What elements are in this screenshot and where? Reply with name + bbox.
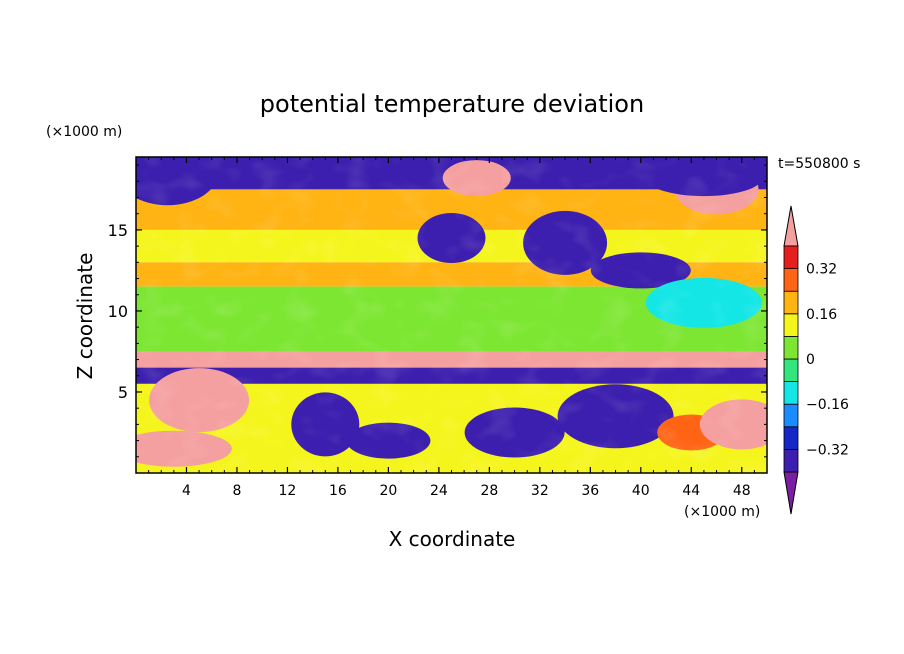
colorbar-tick-label-4: −0.32 [806, 442, 849, 458]
colorbar-tick-label-1: 0.16 [806, 307, 837, 323]
chart-title: potential temperature deviation [260, 90, 644, 118]
y-axis: 5 10 15 [108, 164, 767, 458]
x-tick-label-0: 4 [182, 483, 191, 499]
x-tick-label-11: 48 [733, 483, 751, 499]
colorbar-box-8 [783, 268, 799, 292]
colorbar-tick-label-3: −0.16 [806, 397, 849, 413]
x-tick-label-2: 12 [279, 483, 297, 499]
x-axis-label: X coordinate [389, 527, 516, 551]
x-tick-label-6: 28 [480, 483, 498, 499]
colorbar-box-9 [783, 245, 799, 270]
y-unit-label: (×1000 m) [46, 124, 122, 140]
x-axis: 4 8 12 16 20 24 28 32 36 40 44 48 [148, 157, 755, 499]
x-tick-label-9: 40 [632, 483, 650, 499]
y-tick-label-0: 5 [118, 383, 128, 402]
y-tick-label-1: 10 [108, 302, 128, 321]
colorbar: 0.32 0.16 0 −0.16 −0.32 [783, 205, 849, 515]
x-tick-label-5: 24 [430, 483, 448, 499]
time-label: t=550800 s [778, 156, 860, 172]
x-tick-label-1: 8 [232, 483, 241, 499]
colorbar-box-6 [783, 313, 799, 337]
x-unit-label: (×1000 m) [684, 504, 760, 520]
colorbar-box-0 [783, 448, 799, 473]
x-tick-label-4: 20 [379, 483, 397, 499]
colorbar-box-1 [783, 426, 799, 450]
x-tick-label-8: 36 [581, 483, 599, 499]
colorbar-box-3 [783, 381, 799, 405]
x-tick-label-7: 32 [531, 483, 549, 499]
y-axis-label: Z coordinate [73, 253, 97, 380]
colorbar-box-4 [783, 358, 799, 383]
colorbar-extend-low [783, 471, 799, 515]
colorbar-box-7 [783, 290, 799, 315]
colorbar-extend-high [783, 205, 799, 247]
colorbar-tick-label-2: 0 [806, 352, 815, 368]
colorbar-box-2 [783, 403, 799, 428]
x-tick-label-10: 44 [682, 483, 700, 499]
x-tick-label-3: 16 [329, 483, 347, 499]
y-tick-label-2: 15 [108, 221, 128, 240]
colorbar-tick-label-0: 0.32 [806, 262, 837, 278]
colorbar-box-5 [783, 335, 799, 360]
